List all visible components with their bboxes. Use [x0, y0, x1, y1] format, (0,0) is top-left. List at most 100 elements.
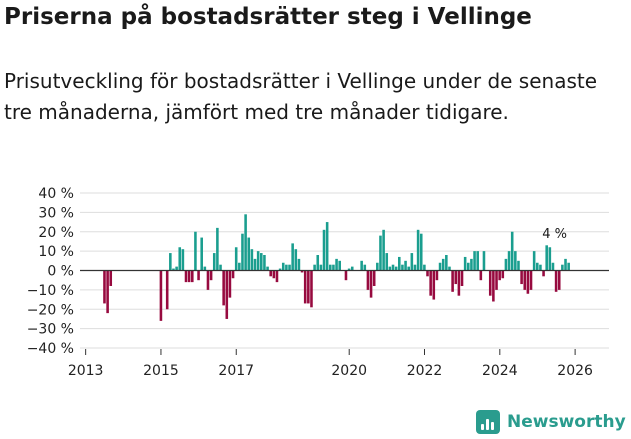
bar: [344, 270, 348, 281]
bar: [300, 270, 304, 273]
bar: [488, 270, 492, 296]
bar: [426, 270, 429, 277]
bar: [394, 266, 398, 271]
bar: [457, 270, 461, 296]
bar: [269, 270, 272, 277]
bar: [241, 233, 244, 271]
brand-logo[interactable]: Newsworthy: [476, 408, 626, 436]
bar: [253, 258, 257, 271]
bar: [338, 260, 341, 271]
bar: [184, 270, 188, 283]
bar: [432, 270, 436, 300]
bar: [347, 268, 351, 271]
bar: [238, 262, 241, 271]
y-tick-label: 0 %: [47, 264, 74, 280]
bar: [476, 251, 479, 271]
x-tick-label: 2022: [407, 363, 443, 379]
bar: [438, 262, 442, 271]
bar: [454, 270, 458, 285]
bar: [539, 264, 542, 271]
bar: [564, 258, 567, 271]
x-tick-label: 2015: [143, 363, 179, 379]
bar: [366, 270, 370, 290]
bar: [379, 235, 382, 271]
y-tick-label: 20 %: [38, 225, 74, 241]
bar: [416, 229, 420, 271]
bar: [441, 258, 445, 271]
bar: [501, 270, 505, 279]
bar: [460, 270, 464, 286]
x-tick-label: 2024: [482, 363, 518, 379]
bar: [561, 264, 564, 271]
bar: [335, 258, 338, 271]
bar: [159, 270, 163, 321]
bar: [219, 264, 222, 271]
bar: [187, 270, 191, 283]
y-tick-label: −10 %: [27, 283, 74, 299]
bar: [545, 245, 548, 271]
newsworthy-logo-icon: [476, 410, 500, 434]
y-tick-label: −40 %: [27, 341, 74, 357]
bar: [316, 255, 320, 271]
bar: [275, 270, 279, 283]
bar: [372, 270, 376, 286]
bar: [303, 270, 307, 304]
bar: [228, 270, 232, 298]
chart-title: Priserna på bostadsrätter steg i Velling…: [4, 4, 532, 30]
bar: [266, 266, 269, 271]
bar: [165, 270, 169, 310]
bar: [473, 251, 476, 271]
bar: [250, 249, 254, 271]
bar: [222, 270, 225, 306]
y-tick-label: 40 %: [38, 186, 74, 202]
bar: [429, 270, 432, 296]
bar: [482, 251, 486, 271]
bar: [423, 264, 426, 271]
bar: [329, 264, 332, 271]
x-tick-label: 2013: [68, 363, 104, 379]
bar: [197, 270, 200, 281]
bar: [285, 264, 288, 271]
bar: [206, 270, 210, 290]
bar: [194, 231, 197, 271]
bar: [479, 270, 483, 281]
bar: [310, 270, 313, 308]
bar: [281, 262, 285, 271]
bar: [557, 270, 561, 290]
bar: [419, 233, 423, 271]
bar: [385, 253, 389, 271]
chart-subtitle: Prisutveckling för bostadsrätter i Velli…: [4, 69, 598, 124]
bar: [297, 258, 301, 271]
bar: [332, 264, 335, 271]
bar: [536, 262, 539, 271]
bar: [495, 270, 498, 290]
bar: [360, 260, 363, 271]
x-tick-label: 2026: [557, 363, 593, 379]
bar: [256, 251, 260, 271]
bar: [234, 247, 238, 271]
bar: [322, 229, 326, 271]
bar: [401, 264, 404, 271]
x-tick-label: 2017: [218, 363, 254, 379]
bar: [106, 270, 109, 314]
bar: [554, 270, 558, 292]
bar: [225, 270, 229, 319]
bar: [548, 247, 552, 271]
bar: [231, 270, 235, 279]
bar: [463, 256, 467, 271]
bar: [294, 249, 298, 271]
y-tick-label: 10 %: [38, 244, 74, 260]
bar: [551, 262, 555, 271]
bar: [451, 270, 454, 292]
bar: [181, 249, 185, 271]
bar: [288, 264, 291, 271]
bar: [470, 258, 473, 271]
bar: [109, 270, 113, 286]
bar: [175, 266, 178, 271]
bar: [467, 262, 470, 271]
bar: [435, 270, 439, 281]
bar: [526, 270, 530, 294]
bar: [517, 260, 520, 271]
bar: [263, 255, 266, 271]
bar: [369, 270, 373, 298]
